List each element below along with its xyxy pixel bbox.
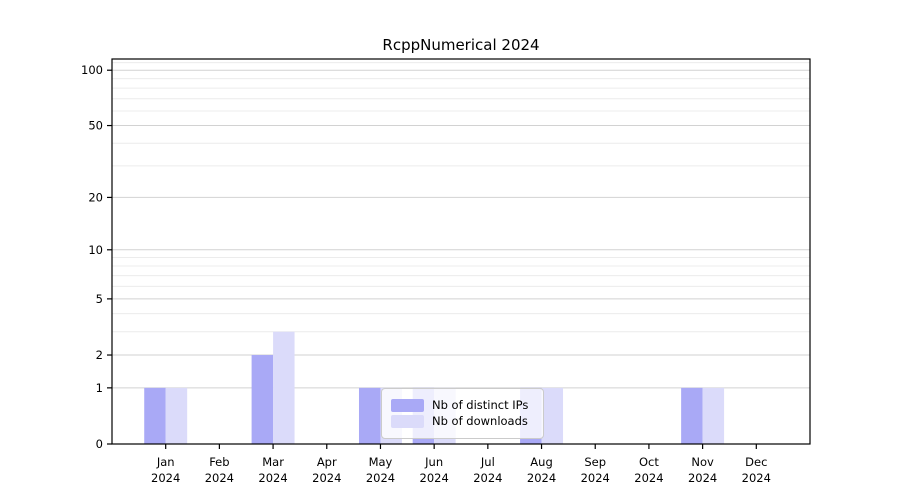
x-tick-label-aug: Aug — [530, 455, 552, 469]
x-tick-year-nov: 2024 — [688, 471, 717, 485]
legend-item-distinct-ips: Nb of distinct IPs — [391, 399, 543, 412]
y-tick-label-2: 2 — [96, 348, 103, 362]
x-tick-year-sep: 2024 — [581, 471, 610, 485]
x-tick-label-sep: Sep — [584, 455, 606, 469]
y-tick-label-10: 10 — [88, 243, 103, 257]
x-tick-label-feb: Feb — [209, 455, 229, 469]
x-tick-year-aug: 2024 — [527, 471, 556, 485]
x-tick-year-feb: 2024 — [205, 471, 234, 485]
legend-label-downloads: Nb of downloads — [432, 413, 528, 428]
x-tick-label-jan: Jan — [156, 455, 175, 469]
legend-swatch-downloads — [391, 415, 424, 428]
y-tick-label-5: 5 — [96, 292, 103, 306]
y-tick-label-1: 1 — [96, 381, 103, 395]
bar-distinct-ips-may — [358, 387, 381, 444]
bar-downloads-mar — [273, 331, 295, 444]
y-tick-label-100: 100 — [81, 63, 103, 77]
x-tick-label-nov: Nov — [691, 455, 714, 469]
x-tick-year-jun: 2024 — [420, 471, 449, 485]
y-tick-label-0: 0 — [96, 437, 103, 451]
y-tick-label-20: 20 — [88, 190, 103, 204]
x-tick-year-jul: 2024 — [473, 471, 502, 485]
bar-distinct-ips-nov — [681, 387, 703, 444]
bar-distinct-ips-mar — [251, 355, 274, 444]
x-tick-label-may: May — [369, 455, 393, 469]
x-tick-label-jul: Jul — [480, 455, 495, 469]
x-tick-label-mar: Mar — [262, 455, 284, 469]
legend-label-distinct-ips: Nb of distinct IPs — [432, 397, 529, 412]
x-tick-year-oct: 2024 — [634, 471, 663, 485]
x-tick-year-mar: 2024 — [258, 471, 287, 485]
x-tick-label-apr: Apr — [317, 455, 337, 469]
x-tick-year-may: 2024 — [366, 471, 395, 485]
legend-item-downloads: Nb of downloads — [391, 415, 543, 428]
bar-downloads-nov — [702, 387, 725, 444]
plot-border — [111, 58, 811, 445]
x-tick-label-jun: Jun — [424, 455, 443, 469]
x-tick-year-apr: 2024 — [312, 471, 341, 485]
x-tick-label-dec: Dec — [745, 455, 767, 469]
bar-downloads-aug — [541, 387, 564, 444]
y-tick-label-50: 50 — [88, 119, 103, 133]
x-tick-label-oct: Oct — [639, 455, 659, 469]
legend-swatch-distinct-ips — [391, 399, 424, 412]
bar-distinct-ips-jan — [144, 387, 166, 444]
legend: Nb of distinct IPs Nb of downloads — [381, 388, 544, 439]
chart-title: RcppNumerical 2024 — [382, 36, 539, 54]
x-tick-year-dec: 2024 — [742, 471, 771, 485]
x-tick-year-jan: 2024 — [151, 471, 180, 485]
bar-downloads-jan — [165, 387, 188, 444]
